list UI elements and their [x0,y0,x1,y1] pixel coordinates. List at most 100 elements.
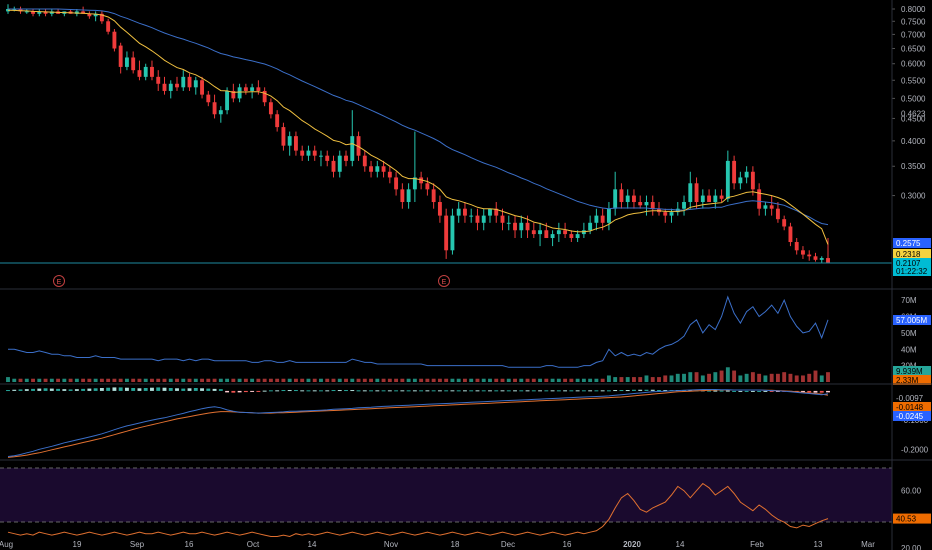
candle [519,215,524,239]
candle-body [256,87,261,91]
volume-bar [556,378,561,382]
candle-body [356,136,361,156]
volume-bar [187,378,192,382]
volume-bar [175,378,179,382]
price-axis[interactable]: 0.8000 0.7500 0.7000 0.6500 0.6000 0.5500 0.50… [892,5,931,276]
volume-bar [306,378,311,382]
svg-text:E: E [442,279,447,286]
volume-bar [682,373,686,382]
price-tick-label: 0.7500 [901,17,926,26]
candle [337,150,342,178]
candle-body [750,171,755,190]
rsi-value-tag: 40.53 [893,513,931,524]
macd-histogram-bar [657,390,661,392]
volume-bar [419,378,424,382]
candle-body [550,234,555,239]
candle [362,150,367,172]
time-axis[interactable]: Aug 19 Sep 16 Oct 14 Nov 18 Dec 16 2020 14 Feb 13 Mar [0,540,875,549]
macd-histogram-bar [431,390,436,392]
macd-histogram-bar [356,390,361,392]
volume-bar [87,378,92,382]
macd-histogram-bar [801,390,805,393]
volume-bar [237,378,242,382]
volume-bar [437,378,442,382]
candle [218,106,223,123]
candle-body [337,155,342,172]
macd-panel[interactable]: -0.1000-0.2000-0.0097-0.0148-0.0245 [6,387,931,458]
price-panel[interactable]: 0.8000 0.7500 0.7000 0.6500 0.6000 0.5500 0.50… [0,4,931,287]
macd-histogram-bar [218,389,223,391]
macd-histogram-bar [531,390,536,392]
volume-bar [262,378,267,382]
volume-bar [456,378,461,382]
macd-histogram-bar [625,390,630,392]
volume-bar [150,378,154,382]
macd-signal-line [7,389,829,458]
volume-tick-label: 50M [901,329,917,338]
volume-bar [375,378,380,382]
volume-bar [281,378,286,382]
macd-histogram-bar [444,390,449,392]
last-price-tag: 0.2107 [893,258,931,268]
volume-bar [588,378,593,382]
volume-bar [394,378,399,382]
candle-body [794,242,799,251]
candle [513,215,517,239]
earnings-marker-2[interactable]: E [438,275,450,287]
candle [344,150,348,167]
rsi-panel[interactable]: 60.00 20.00 40.53 [0,467,931,550]
candle-body [475,215,480,223]
volume-bar [813,370,818,382]
earnings-marker-1[interactable]: E [53,275,65,287]
macd-tick-label: -0.2000 [901,445,929,454]
candle-body [187,76,192,88]
candle-body [600,215,605,223]
macd-histogram-bar [268,390,273,392]
volume-bar [137,378,142,382]
price-tick-label: 0.3000 [901,192,926,201]
macd-histogram-bar [682,390,686,392]
macd-histogram-bar [513,390,517,392]
macd-histogram-bar [644,389,649,391]
volume-bar [538,378,543,382]
macd-histogram-bar [638,389,643,391]
rsi-band [0,468,892,522]
volume-bar [606,375,611,382]
macd-histogram-bar [500,390,505,392]
candle [175,76,179,91]
candle-body [381,166,386,172]
candle [306,145,311,161]
candle-body [118,45,123,67]
macd-histogram-bar [306,390,311,392]
candle-body [531,230,536,235]
macd-histogram-bar [93,388,98,391]
macd-histogram-bar [124,387,129,391]
candle [694,177,699,209]
volume-bar [106,378,111,382]
candle-body [419,177,424,184]
macd-histogram-bar [256,390,261,392]
volume-bar [600,378,605,382]
macd-value-tag: -0.0097 [893,393,931,403]
time-tick-label: Aug [0,540,13,549]
macd-line [7,389,829,457]
volume-bar [481,378,486,382]
candle-body [394,177,399,190]
candle-body [49,11,54,14]
macd-histogram-bar [49,388,54,391]
macd-histogram-bar [181,388,186,391]
candle-body [131,57,136,71]
candle [124,51,129,71]
candle-body [325,155,330,161]
macd-histogram-bar [337,390,342,392]
macd-histogram-bar [475,390,480,392]
ema-short-line [7,9,829,245]
candle [143,63,148,81]
volume-bar [300,378,305,382]
rsi-value-tag-bg [893,513,931,524]
candle-body [206,94,211,103]
candle [419,171,424,190]
macd-histogram-bar [262,390,267,392]
time-tick-label: Nov [384,540,398,549]
